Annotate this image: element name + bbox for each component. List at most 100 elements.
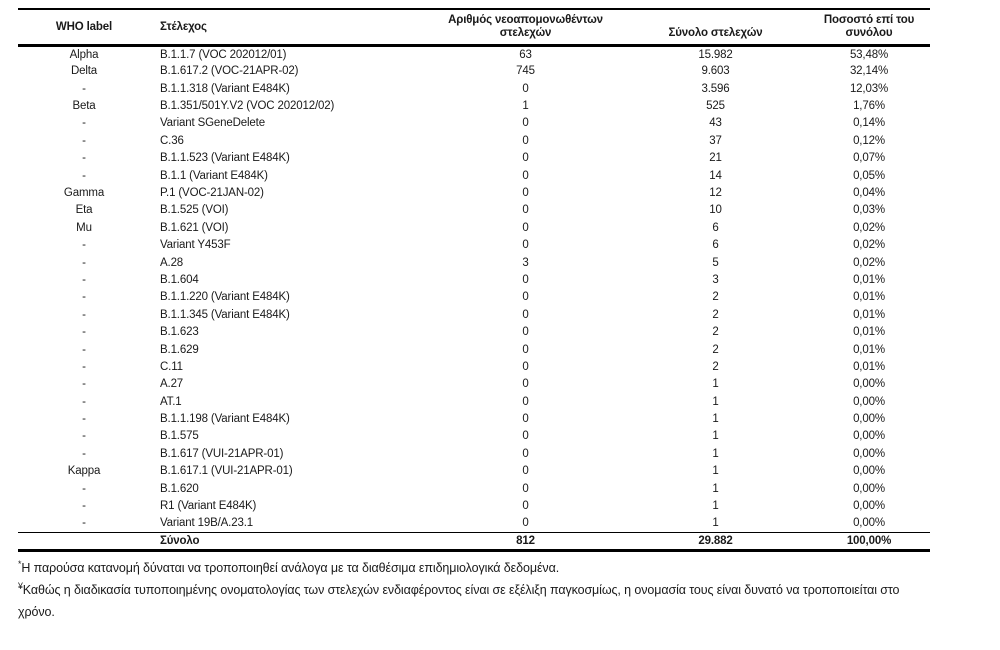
table-row: Delta B.1.617.2 (VOC-21APR-02) 745 9.603 32,… <box>18 63 930 80</box>
cell-strain: B.1.1.198 (Variant E484K) <box>160 413 290 426</box>
cell-total-strains: 43 <box>709 117 722 130</box>
cell-percentage: 32,14% <box>849 65 889 78</box>
cell-new-isolates: 0 <box>522 273 529 286</box>
cell-strain: B.1.617 (VUI-21APR-01) <box>160 447 284 460</box>
cell-who-label: Mu <box>76 221 92 234</box>
footnotes: *Η παρούσα κατανομή δύναται να τροποποιη… <box>18 557 930 623</box>
cell-percentage: 0,00% <box>853 465 885 478</box>
cell-strain: Variant 19B/A.23.1 <box>160 517 253 530</box>
cell-percentage: 0,01% <box>853 273 885 286</box>
cell-who-label: - <box>82 360 86 373</box>
cell-who-label: - <box>82 430 86 443</box>
cell-who-label: - <box>82 117 86 130</box>
cell-percentage: 0,03% <box>853 204 885 217</box>
footnote-2-marker: ¥ <box>18 581 23 592</box>
cell-who-label: - <box>82 447 86 460</box>
total-row-label: Σύνολο <box>160 534 200 547</box>
cell-total-strains: 15.982 <box>698 48 733 61</box>
cell-new-isolates: 0 <box>522 326 529 339</box>
table-row: - B.1.604 0 3 0,01% <box>18 272 930 289</box>
cell-strain: C.11 <box>160 360 183 373</box>
cell-total-strains: 1 <box>712 482 719 495</box>
cell-strain: B.1.525 (VOI) <box>160 204 229 217</box>
cell-who-label: - <box>82 134 86 147</box>
table-row: - B.1.1.198 (Variant E484K) 0 1 0,00% <box>18 411 930 428</box>
cell-new-isolates: 0 <box>522 187 529 199</box>
cell-new-isolates: 0 <box>522 169 529 182</box>
table-row: - B.1.620 0 1 0,00% <box>18 481 930 498</box>
footnote-2: ¥Καθώς η διαδικασία τυποποιημένης ονοματ… <box>18 579 930 623</box>
cell-total-strains: 1 <box>712 447 719 460</box>
cell-total-strains: 1 <box>712 395 719 408</box>
cell-total-strains: 6 <box>712 221 719 234</box>
cell-new-isolates: 0 <box>522 430 529 443</box>
cell-new-isolates: 63 <box>519 48 532 61</box>
table-row: Beta B.1.351/501Y.V2 (VOC 202012/02) 1 525 1… <box>18 98 930 115</box>
table-row: - A.27 0 1 0,00% <box>18 376 930 393</box>
cell-percentage: 0,01% <box>853 360 885 373</box>
cell-who-label: Gamma <box>63 187 105 199</box>
cell-who-label: - <box>82 239 86 252</box>
cell-total-strains: 2 <box>712 326 719 339</box>
cell-total-strains: 525 <box>706 100 725 113</box>
cell-percentage: 0,01% <box>853 308 885 321</box>
cell-total-strains: 1 <box>712 413 719 426</box>
cell-new-isolates: 0 <box>522 239 529 252</box>
table-row: - Variant 19B/A.23.1 0 1 0,00% <box>18 515 930 532</box>
cell-percentage: 0,12% <box>853 134 885 147</box>
cell-percentage: 0,00% <box>853 517 885 530</box>
col-header-percentage: Ποσοστό επί του συνόλου <box>808 9 930 46</box>
cell-percentage: 0,00% <box>853 378 885 391</box>
table-row: - B.1.1 (Variant E484K) 0 14 0,05% <box>18 168 930 185</box>
table-row: - A.28 3 5 0,02% <box>18 255 930 272</box>
table-row: Kappa B.1.617.1 (VUI-21APR-01) 0 1 0,00% <box>18 463 930 480</box>
cell-who-label: - <box>82 152 86 165</box>
col-header-strain: Στέλεχος <box>150 9 428 46</box>
table-row: - R1 (Variant E484K) 0 1 0,00% <box>18 498 930 515</box>
col-header-total-strains: Σύνολο στελεχών <box>623 9 808 46</box>
cell-strain: A.28 <box>160 256 184 269</box>
total-row-percentage: 100,00% <box>846 534 892 547</box>
cell-strain: A.27 <box>160 378 184 391</box>
cell-strain: Variant SGeneDelete <box>160 117 265 130</box>
table-footer: Σύνολο 812 29.882 100,00% <box>18 532 930 551</box>
cell-who-label: - <box>82 395 86 408</box>
cell-new-isolates: 0 <box>522 343 529 356</box>
table-row: - B.1.623 0 2 0,01% <box>18 324 930 341</box>
footnote-1-marker: * <box>18 559 22 570</box>
cell-who-label: Eta <box>75 204 93 217</box>
total-row-new-isolates: 812 <box>516 534 535 547</box>
cell-strain: P.1 (VOC-21JAN-02) <box>160 187 264 199</box>
cell-strain: B.1.620 <box>160 482 199 495</box>
cell-strain: B.1.1 (Variant E484K) <box>160 169 268 182</box>
cell-total-strains: 1 <box>712 465 719 478</box>
cell-strain: B.1.1.318 (Variant E484K) <box>160 82 290 95</box>
cell-total-strains: 1 <box>712 378 719 391</box>
cell-strain: B.1.1.523 (Variant E484K) <box>160 152 290 165</box>
cell-new-isolates: 0 <box>522 395 529 408</box>
header-row: WHO label Στέλεχος Αριθμός νεοαπομονωθέν… <box>18 9 930 46</box>
cell-who-label: - <box>82 343 86 356</box>
table-row: - B.1.617 (VUI-21APR-01) 0 1 0,00% <box>18 446 930 463</box>
cell-percentage: 0,04% <box>853 187 885 199</box>
cell-who-label: Alpha <box>69 48 99 61</box>
cell-total-strains: 12 <box>709 187 722 199</box>
cell-new-isolates: 0 <box>522 82 529 95</box>
cell-strain: B.1.629 <box>160 343 199 356</box>
cell-who-label: Beta <box>72 100 96 113</box>
cell-strain: B.1.1.7 (VOC 202012/01) <box>160 48 287 61</box>
table-header: WHO label Στέλεχος Αριθμός νεοαπομονωθέν… <box>18 9 930 46</box>
cell-total-strains: 10 <box>709 204 722 217</box>
cell-percentage: 0,02% <box>853 239 885 252</box>
footnote-2-text: Καθώς η διαδικασία τυποποιημένης ονοματο… <box>18 583 900 620</box>
cell-new-isolates: 0 <box>522 465 529 478</box>
cell-new-isolates: 1 <box>522 100 529 113</box>
cell-total-strains: 21 <box>709 152 722 165</box>
cell-new-isolates: 0 <box>522 134 529 147</box>
table-row: - C.36 0 37 0,12% <box>18 133 930 150</box>
cell-total-strains: 3.596 <box>701 82 730 95</box>
cell-strain: B.1.617.2 (VOC-21APR-02) <box>160 65 299 78</box>
total-row-empty-cell <box>18 533 150 551</box>
cell-strain: Variant Y453F <box>160 239 231 252</box>
cell-total-strains: 9.603 <box>701 65 730 78</box>
